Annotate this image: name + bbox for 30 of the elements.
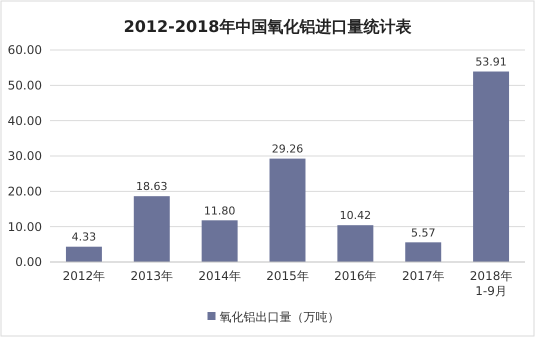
bar (337, 225, 374, 262)
y-tick-label: 60.00 (8, 43, 42, 58)
chart-title: 2012-2018年中国氧化铝进口量统计表 (124, 17, 412, 36)
y-tick-label: 0.00 (15, 255, 42, 270)
data-label: 29.26 (272, 142, 304, 156)
data-label: 5.57 (410, 226, 436, 240)
data-label: 4.33 (72, 230, 96, 244)
bar (405, 242, 442, 262)
data-label: 53.91 (475, 56, 507, 69)
data-label: 10.42 (340, 209, 372, 222)
bar (134, 196, 170, 262)
x-tick-label: 2018年 1-9月 (470, 269, 512, 298)
bar (473, 72, 510, 262)
bar (66, 246, 102, 262)
y-tick-label: 50.00 (8, 78, 42, 93)
y-tick-label: 20.00 (8, 184, 42, 199)
bar (202, 220, 238, 262)
x-tick-label: 2017年 (402, 269, 444, 283)
data-label: 18.63 (136, 180, 168, 194)
x-tick-label: 2013年 (130, 269, 174, 283)
x-tick-label: 2015年 (266, 269, 309, 283)
x-tick-label: 2014年 (198, 269, 241, 283)
y-tick-label: 30.00 (8, 149, 42, 164)
y-tick-label: 10.00 (8, 220, 42, 234)
data-label: 11.80 (204, 204, 236, 218)
legend-label: 氧化铝出口量（万吨） (220, 310, 340, 324)
x-tick-label: 2016年 (334, 269, 377, 283)
x-tick-label: 2012年 (62, 269, 106, 283)
bar (270, 158, 306, 262)
y-tick-label: 40.00 (8, 114, 42, 128)
